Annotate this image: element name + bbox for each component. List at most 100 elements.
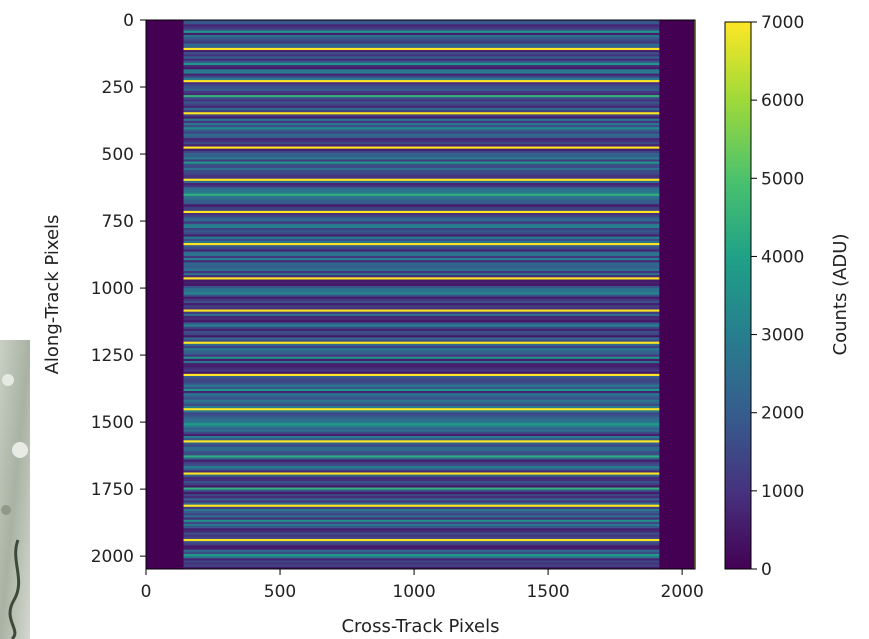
heatmap-row-band xyxy=(184,172,660,174)
heatmap-row-band xyxy=(184,410,660,412)
heatmap-row-band xyxy=(184,370,660,372)
heatmap-row-band xyxy=(184,31,660,33)
heatmap-row-band xyxy=(184,337,660,339)
heatmap-row-band xyxy=(184,550,660,552)
heatmap-row-band xyxy=(184,455,660,457)
heatmap-row-band xyxy=(184,565,660,567)
x-tick-label: 1500 xyxy=(526,582,569,602)
heatmap-row-band xyxy=(184,303,660,305)
heatmap-row-band xyxy=(184,106,660,108)
heatmap-row-band xyxy=(184,515,660,517)
heatmap-row-band xyxy=(184,387,660,389)
colorbar-title: Counts (ADU) xyxy=(830,234,851,356)
heatmap-image xyxy=(146,20,696,569)
heatmap-row-band xyxy=(184,271,660,273)
heatmap-row-band xyxy=(184,140,660,142)
heatmap-row-band xyxy=(184,539,660,541)
heatmap-row-band xyxy=(184,226,660,228)
heatmap-row-band xyxy=(184,333,660,335)
y-tick-label: 1250 xyxy=(91,346,134,366)
heatmap-row-band xyxy=(184,421,660,423)
heatmap-row-band xyxy=(184,340,660,342)
heatmap-row-band xyxy=(184,174,660,176)
heatmap-row-band xyxy=(184,196,660,198)
y-tick-label: 0 xyxy=(123,11,134,31)
heatmap-row-band xyxy=(184,228,660,230)
heatmap-row-band xyxy=(184,530,660,532)
heatmap-row-band xyxy=(184,284,660,286)
heatmap-row-band xyxy=(184,378,660,380)
heatmap-row-band xyxy=(184,74,660,76)
heatmap-row-band xyxy=(184,432,660,434)
heatmap-row-band xyxy=(184,213,660,215)
heatmap-row-band xyxy=(184,318,660,320)
heatmap-row-band xyxy=(184,498,660,500)
heatmap-row-band xyxy=(184,528,660,530)
heatmap-row-band xyxy=(184,500,660,502)
heatmap-row-band xyxy=(184,264,660,266)
heatmap-row-band xyxy=(184,104,660,106)
heatmap-row-band xyxy=(184,256,660,258)
heatmap-row-band xyxy=(184,310,660,312)
heatmap-row-band xyxy=(184,22,660,24)
heatmap-row-band xyxy=(184,472,660,474)
x-axis: 0 500 1000 1500 2000 xyxy=(141,569,704,602)
heatmap-row-band xyxy=(184,48,660,50)
heatmap-row-band xyxy=(184,127,660,129)
heatmap-row-band xyxy=(184,307,660,309)
heatmap-row-band xyxy=(184,93,660,95)
heatmap-row-band xyxy=(184,417,660,419)
heatmap-row-band xyxy=(184,295,660,297)
heatmap-row-band xyxy=(184,157,660,159)
heatmap-row-band xyxy=(184,548,660,550)
heatmap-row-band xyxy=(184,198,660,200)
colorbar-axis: 0 1000 2000 3000 4000 5000 6000 7000 xyxy=(751,13,804,580)
heatmap-row-band xyxy=(184,275,660,277)
colorbar-tick-label: 1000 xyxy=(761,482,804,502)
heatmap-row-band xyxy=(184,325,660,327)
heatmap-row-band xyxy=(184,393,660,395)
heatmap-row-band xyxy=(184,363,660,365)
heatmap-row-band xyxy=(184,391,660,393)
heatmap-row-band xyxy=(184,545,660,547)
heatmap-row-band xyxy=(184,269,660,271)
y-tick-label: 2000 xyxy=(91,547,134,567)
heatmap-row-band xyxy=(184,442,660,444)
heatmap-row-band xyxy=(184,147,660,149)
heatmap-row-band xyxy=(184,342,660,344)
x-tick-label: 1000 xyxy=(392,582,435,602)
heatmap-row-band xyxy=(184,511,660,513)
heatmap-row-band xyxy=(184,168,660,170)
heatmap-row-band xyxy=(184,26,660,28)
heatmap-row-band xyxy=(184,177,660,179)
heatmap-row-band xyxy=(184,524,660,526)
heatmap-row-band xyxy=(184,35,660,37)
heatmap-row-band xyxy=(184,560,660,562)
heatmap-row-band xyxy=(184,494,660,496)
heatmap-row-band xyxy=(184,144,660,146)
heatmap-row-band xyxy=(184,125,660,127)
heatmap-row-band xyxy=(184,110,660,112)
heatmap-row-band xyxy=(184,262,660,264)
heatmap-row-band xyxy=(184,430,660,432)
heatmap-row-band xyxy=(184,50,660,52)
heatmap-row-band xyxy=(184,39,660,41)
heatmap-row-band xyxy=(184,460,660,462)
heatmap-row-band xyxy=(184,114,660,116)
heatmap-row-band xyxy=(184,518,660,520)
heatmap-row-band xyxy=(184,320,660,322)
heatmap-row-band xyxy=(184,181,660,183)
heatmap-row-band xyxy=(184,541,660,543)
heatmap-row-band xyxy=(184,556,660,558)
heatmap-row-band xyxy=(184,496,660,498)
heatmap-row-band xyxy=(184,305,660,307)
heatmap-row-band xyxy=(184,164,660,166)
heatmap-row-band xyxy=(184,359,660,361)
heatmap-row-band xyxy=(184,202,660,204)
heatmap-row-band xyxy=(184,252,660,254)
heatmap-row-band xyxy=(184,142,660,144)
heatmap-row-band xyxy=(184,138,660,140)
heatmap-row-band xyxy=(184,438,660,440)
heatmap-row-band xyxy=(184,466,660,468)
heatmap-row-band xyxy=(184,505,660,507)
